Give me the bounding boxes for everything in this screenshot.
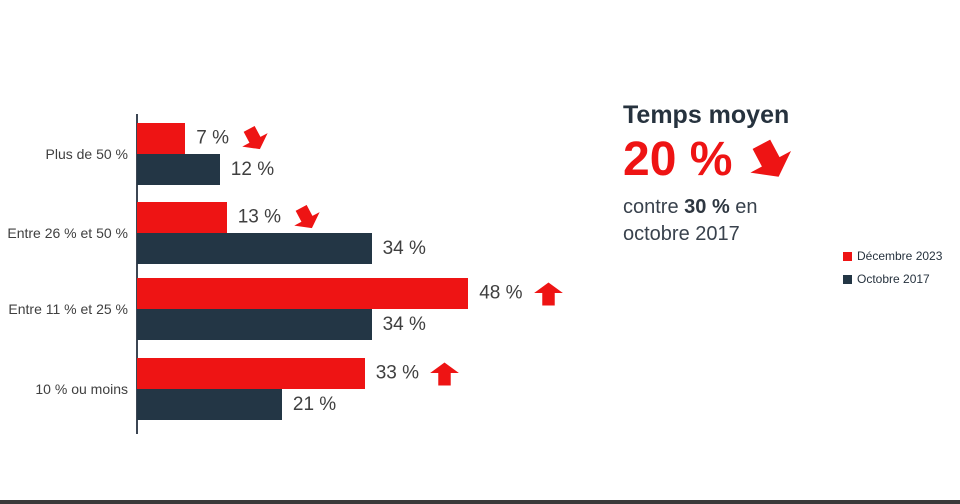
callout-line1-prefix: contre [623,196,685,218]
value-label: 34 % [383,238,426,260]
value-label: 48 % [479,282,563,305]
bar-octobre-2017 [137,154,220,185]
trend-up-arrow-icon [533,282,563,305]
bar-octobre-2017 [137,233,372,264]
bar-decembre-2023 [137,123,186,154]
trend-up-arrow-icon [430,362,459,385]
value-text: 13 % [237,206,281,228]
bar-octobre-2017 [137,309,372,340]
value-text: 33 % [375,362,419,384]
legend-label: Décembre 2023 [857,249,943,263]
bar-decembre-2023 [137,358,365,389]
legend: Décembre 2023 Octobre 2017 [843,249,942,295]
bottom-border-strip [0,500,960,504]
bar-chart: Plus de 50 % 7 % 12 % Entre 26 % et 50 % 13 … [7,114,563,434]
callout-value-row: 20 % [623,133,903,187]
chart-axis-line [136,114,138,434]
trend-down-arrow-icon [294,204,320,228]
category-label: 10 % ou moins [35,381,128,397]
callout-arrow-slot [747,139,793,179]
callout-comparison: contre 30 % en octobre 2017 [623,194,903,248]
legend-item-octobre-2017: Octobre 2017 [843,272,942,286]
value-label: 13 % [237,204,321,229]
value-label: 33 % [376,362,459,385]
category-label: Plus de 50 % [45,146,129,162]
callout-line1: contre 30 % en [623,194,903,221]
callout-line2: octobre 2017 [623,223,740,245]
callout: Temps moyen 20 % contre 30 % en octobre … [623,101,903,248]
value-label: 7 % [196,125,269,150]
value-text: 34 % [382,313,426,335]
bar-decembre-2023 [137,202,227,233]
category-label: Entre 11 % et 25 % [8,301,128,317]
value-text: 7 % [196,127,230,149]
value-text: 21 % [292,393,337,415]
legend-item-decembre-2023: Décembre 2023 [843,249,942,263]
callout-title: Temps moyen [623,101,790,129]
bar-octobre-2017 [137,389,282,420]
value-label: 34 % [383,314,426,336]
callout-big-value: 20 % [623,133,733,186]
bar-decembre-2023 [137,278,469,309]
trend-down-arrow-icon [750,139,792,177]
legend-label: Octobre 2017 [857,272,930,286]
legend-swatch-navy-icon [843,274,852,284]
callout-line1-bold: 30 % [684,196,730,218]
callout-line1-suffix: en [729,196,758,218]
value-text: 12 % [230,158,275,180]
value-label: 12 % [231,159,274,181]
category-label: Entre 26 % et 50 % [7,225,128,241]
value-label: 21 % [293,394,336,416]
trend-down-arrow-icon [242,125,268,149]
legend-swatch-red-icon [843,251,852,261]
value-text: 48 % [479,282,523,304]
value-text: 34 % [382,237,426,259]
